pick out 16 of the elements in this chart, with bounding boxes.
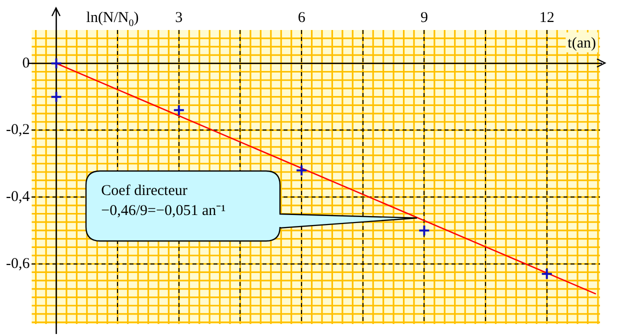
point	[50, 90, 62, 103]
y-tick-label: -0,6	[6, 256, 30, 272]
x-axis-title: t(an)	[568, 35, 596, 52]
x-tick-label: 9	[420, 10, 428, 26]
point	[296, 164, 308, 176]
point	[540, 268, 553, 280]
x-tick-label: 3	[175, 10, 183, 26]
point	[50, 57, 62, 70]
x-tick-label: 6	[298, 10, 306, 26]
point	[418, 224, 430, 236]
y-tick-label: -0,4	[6, 188, 30, 205]
point	[172, 104, 185, 116]
y-tick-label: -0,2	[6, 122, 30, 138]
y-tick-label: 0	[22, 55, 30, 72]
annotation: Coef directeur −0,46/9=−0,051 an⁻¹	[101, 182, 226, 222]
x-tick-label: 12	[539, 10, 554, 26]
